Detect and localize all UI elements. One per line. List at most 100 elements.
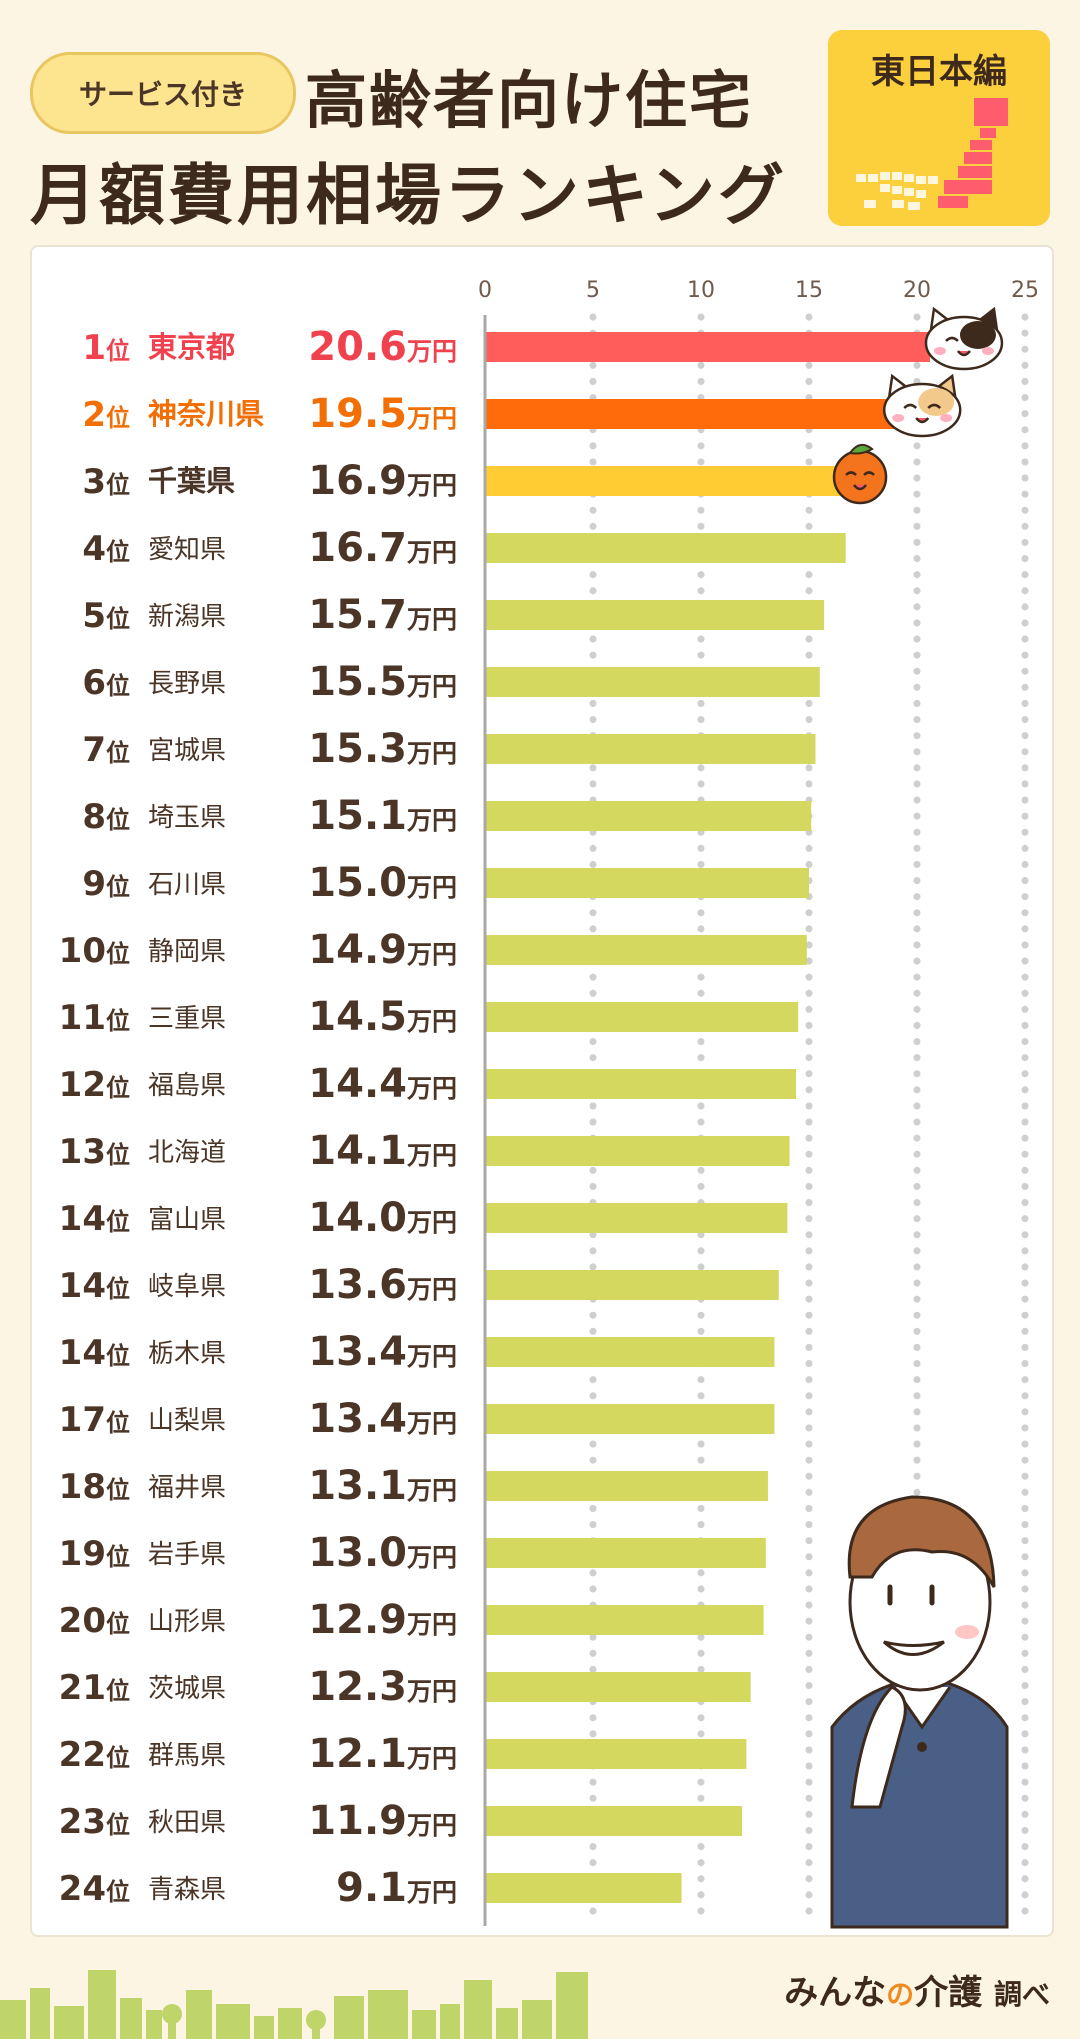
badge-tail bbox=[262, 100, 286, 124]
value-label: 16.7万円 bbox=[308, 525, 457, 571]
rank-label: 22位 bbox=[59, 1735, 130, 1775]
calico-cat-icon bbox=[924, 306, 1004, 371]
region-name-label: 秋田県 bbox=[148, 1808, 226, 1838]
rank-label: 20位 bbox=[59, 1601, 130, 1641]
value-label: 12.3万円 bbox=[308, 1664, 457, 1710]
bar bbox=[485, 1337, 775, 1367]
value-label: 13.0万円 bbox=[308, 1530, 457, 1576]
value-label: 13.4万円 bbox=[308, 1396, 457, 1442]
bar bbox=[485, 1203, 788, 1233]
value-label: 15.0万円 bbox=[308, 860, 457, 906]
region-name-label: 群馬県 bbox=[148, 1741, 226, 1771]
region-name-label: 新潟県 bbox=[148, 602, 226, 632]
rank-label: 5位 bbox=[82, 596, 130, 636]
title-line-2: 月額費用相場ランキング bbox=[30, 157, 788, 234]
tabby-cat-icon bbox=[882, 373, 962, 438]
value-label: 20.6万円 bbox=[308, 324, 457, 370]
region-name-label: 山形県 bbox=[148, 1607, 226, 1637]
region-label: 東日本編 bbox=[871, 52, 1007, 92]
japan-map-icon bbox=[856, 98, 1008, 210]
region-card: 東日本編 bbox=[828, 30, 1050, 226]
bar bbox=[485, 801, 812, 831]
value-label: 14.1万円 bbox=[308, 1128, 457, 1174]
region-name-label: 岐阜県 bbox=[148, 1272, 226, 1302]
region-name-label: 三重県 bbox=[148, 1004, 226, 1034]
rank-label: 3位 bbox=[82, 462, 130, 502]
bar bbox=[485, 1605, 764, 1635]
region-name-label: 愛知県 bbox=[148, 535, 226, 565]
bar bbox=[485, 533, 846, 563]
bar bbox=[485, 399, 907, 429]
bar bbox=[485, 935, 807, 965]
region-name-label: 岩手県 bbox=[148, 1540, 226, 1570]
value-label: 15.7万円 bbox=[308, 592, 457, 638]
bar bbox=[485, 1873, 682, 1903]
region-name-label: 北海道 bbox=[148, 1138, 226, 1168]
brand-main: みんな bbox=[784, 1973, 887, 2013]
rank-label: 11位 bbox=[59, 998, 130, 1038]
value-label: 15.1万円 bbox=[308, 793, 457, 839]
value-label: 9.1万円 bbox=[336, 1865, 457, 1911]
rank-label: 9位 bbox=[82, 864, 130, 904]
service-badge: サービス付き bbox=[30, 52, 296, 134]
x-tick-label: 20 bbox=[903, 278, 931, 303]
bar-chart: 0 5 10 15 20 25 1位 東京都 20.6万円 2位 神奈川県 19.5万円 3位 千葉県 16… bbox=[59, 278, 1039, 1929]
value-label: 15.3万円 bbox=[308, 726, 457, 772]
rank-label: 19位 bbox=[59, 1534, 130, 1574]
orange-mascot-icon bbox=[832, 443, 888, 505]
rank-label: 4位 bbox=[82, 529, 130, 569]
region-name-label: 東京都 bbox=[148, 330, 235, 364]
value-label: 19.5万円 bbox=[308, 391, 457, 437]
footer-brand: みんなの介護 調べ bbox=[784, 1965, 1050, 2014]
region-name-label: 青森県 bbox=[148, 1875, 226, 1905]
brand-suffix: 調べ bbox=[993, 1978, 1050, 2011]
brand-no: の bbox=[886, 1978, 915, 2011]
region-name-label: 山梨県 bbox=[148, 1406, 226, 1436]
bar bbox=[485, 1404, 775, 1434]
x-tick-label: 15 bbox=[795, 278, 823, 303]
rank-label: 14位 bbox=[59, 1199, 130, 1239]
rank-label: 23位 bbox=[59, 1802, 130, 1842]
rank-label: 18位 bbox=[59, 1467, 130, 1507]
bar bbox=[485, 1672, 751, 1702]
bar bbox=[485, 667, 820, 697]
x-tick-label: 5 bbox=[586, 278, 600, 303]
region-name-label: 静岡県 bbox=[148, 937, 226, 967]
city-skyline-decoration bbox=[0, 1970, 588, 2039]
x-tick-label: 10 bbox=[687, 278, 715, 303]
region-name-label: 石川県 bbox=[148, 870, 226, 900]
bar bbox=[485, 1538, 766, 1568]
region-name-label: 福島県 bbox=[148, 1071, 226, 1101]
value-label: 13.6万円 bbox=[308, 1262, 457, 1308]
value-label: 11.9万円 bbox=[308, 1798, 457, 1844]
value-label: 12.1万円 bbox=[308, 1731, 457, 1777]
x-tick-label: 25 bbox=[1011, 278, 1039, 303]
rank-label: 13位 bbox=[59, 1132, 130, 1172]
region-name-label: 茨城県 bbox=[148, 1674, 226, 1704]
value-label: 13.4万円 bbox=[308, 1329, 457, 1375]
bar bbox=[485, 600, 825, 630]
value-label: 14.0万円 bbox=[308, 1195, 457, 1241]
bar bbox=[485, 466, 851, 496]
thinking-man-illustration bbox=[830, 1495, 1009, 1929]
rank-label: 17位 bbox=[59, 1400, 130, 1440]
bar bbox=[485, 1806, 743, 1836]
bar bbox=[485, 1002, 799, 1032]
value-label: 14.5万円 bbox=[308, 994, 457, 1040]
bar bbox=[485, 1739, 747, 1769]
value-label: 16.9万円 bbox=[308, 458, 457, 504]
region-name-label: 埼玉県 bbox=[148, 803, 226, 833]
rank-label: 24位 bbox=[59, 1869, 130, 1909]
title-line-1: 高齢者向け住宅 bbox=[305, 64, 754, 137]
bar bbox=[485, 868, 809, 898]
value-label: 12.9万円 bbox=[308, 1597, 457, 1643]
rank-label: 8位 bbox=[82, 797, 130, 837]
region-name-label: 福井県 bbox=[148, 1473, 226, 1503]
region-name-label: 栃木県 bbox=[148, 1339, 226, 1369]
region-name-label: 神奈川県 bbox=[148, 397, 264, 431]
bar bbox=[485, 734, 816, 764]
region-name-label: 長野県 bbox=[148, 669, 226, 699]
rank-label: 7位 bbox=[82, 730, 130, 770]
x-tick-label: 0 bbox=[478, 278, 492, 303]
rank-label: 14位 bbox=[59, 1333, 130, 1373]
